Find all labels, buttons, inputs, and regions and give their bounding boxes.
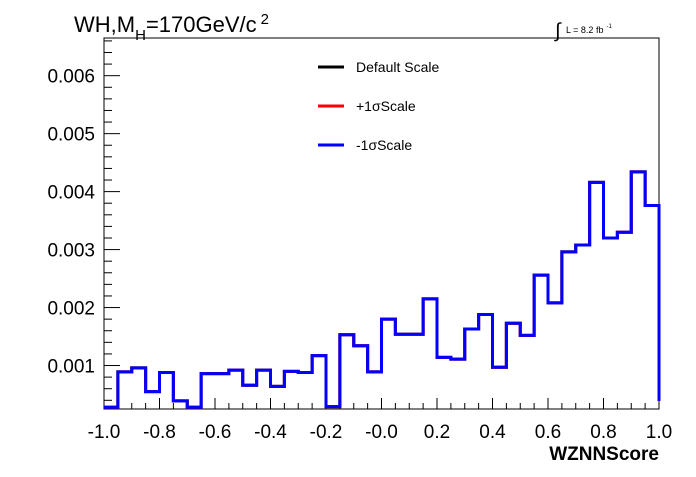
legend-label: +1σScale — [356, 98, 416, 114]
y-tick-label: 0.004 — [47, 183, 95, 204]
y-tick-label: 0.002 — [47, 299, 95, 320]
x-tick-label: -0.4 — [254, 422, 287, 443]
y-tick-label: 0.003 — [47, 241, 95, 262]
histogram-series — [104, 170, 661, 409]
legend-label: -1σScale — [356, 137, 412, 153]
x-tick-label: -0.6 — [199, 422, 232, 443]
x-tick-label: -0.2 — [310, 422, 343, 443]
x-axis-label: WZNNScore — [549, 444, 659, 465]
luminosity-integral-symbol: ∫ — [554, 20, 562, 42]
x-tick-label: -0.8 — [143, 422, 176, 443]
y-tick-label: 0.006 — [47, 67, 95, 88]
y-tick-label: 0.001 — [47, 357, 95, 378]
x-tick-label: 0.4 — [479, 422, 506, 443]
x-tick-label: -1.0 — [88, 422, 121, 443]
x-tick-label: 1.0 — [646, 422, 672, 443]
axis-ticks: -1.0 -0.8 -0.6 -0.4 -0.2 -0.0 0.2 0.4 0.6 0.8 1.0 0… — [47, 40, 672, 443]
chart-title: WH,MH=170GeV/c 2 — [74, 11, 269, 44]
x-tick-label: 0.6 — [535, 422, 561, 443]
luminosity-label: L = 8.2 fb -1 — [566, 24, 612, 35]
x-tick-label: 0.8 — [590, 422, 616, 443]
y-tick-label: 0.005 — [47, 125, 95, 146]
x-tick-label: 0.2 — [424, 422, 450, 443]
histogram-line — [104, 170, 661, 409]
x-tick-label: -0.0 — [365, 422, 398, 443]
legend-label: Default Scale — [356, 59, 439, 75]
legend: Default Scale +1σScale -1σScale — [318, 59, 439, 153]
